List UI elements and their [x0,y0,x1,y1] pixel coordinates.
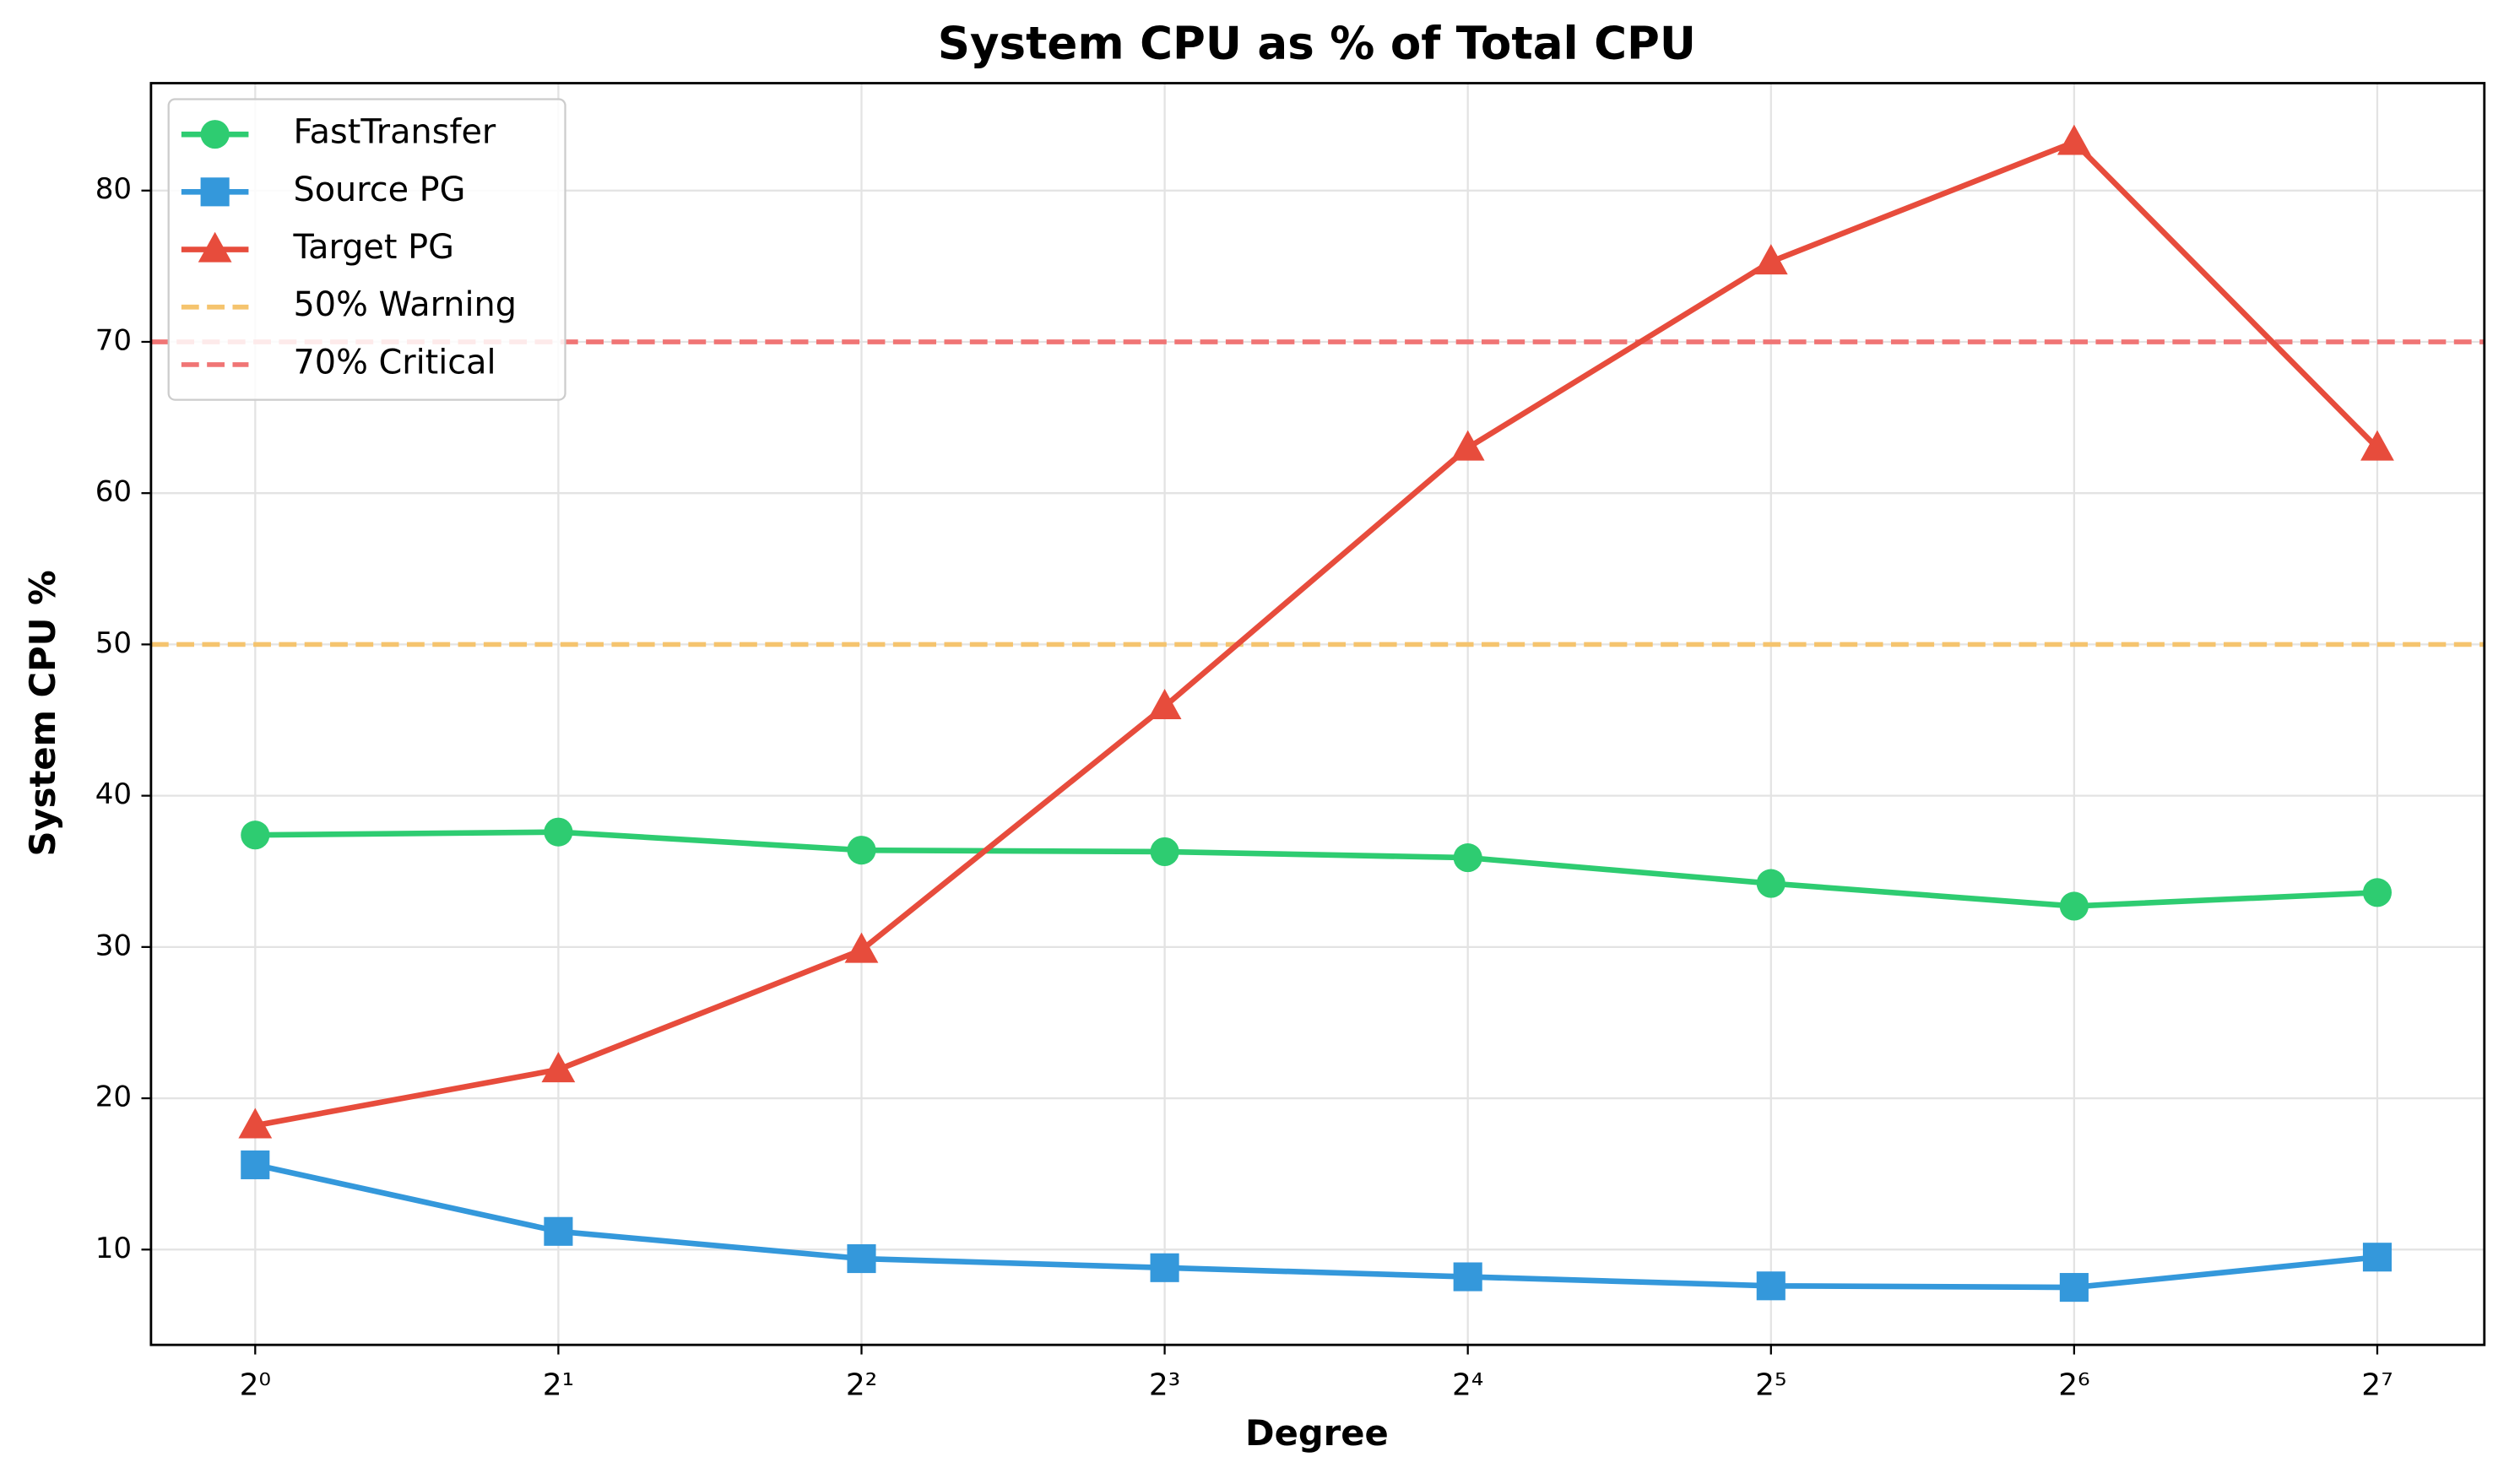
legend-label: 50% Warning [293,285,517,324]
y-tick-label: 80 [95,172,132,206]
marker [1756,1271,1786,1301]
chart-title: System CPU as % of Total CPU [938,18,1696,70]
y-tick-label: 50 [95,626,132,660]
marker [847,836,876,865]
marker [238,1108,273,1139]
x-tick-label: 2³ [1149,1368,1180,1402]
marker [1150,837,1179,866]
marker [544,817,573,847]
x-tick-label: 2² [846,1368,877,1402]
legend-label: Source PG [293,171,465,209]
y-axis-label: System CPU % [22,570,63,856]
legend-label: 70% Critical [293,343,496,382]
marker [2057,124,2091,155]
legend-label: FastTransfer [293,113,496,152]
legend-label: Target PG [292,228,453,267]
marker [1453,1262,1482,1292]
marker [1453,843,1482,873]
plot-frame [149,82,2486,1346]
series-line [254,1162,2378,1291]
marker [2059,891,2089,921]
legend-marker [200,120,230,149]
marker [2362,1243,2392,1272]
marker [544,1216,573,1246]
legend-box [167,98,566,401]
marker [2362,878,2392,907]
y-tick-label: 10 [95,1232,132,1265]
series-line [254,139,2380,1129]
x-tick-label: 2⁶ [2058,1368,2089,1402]
y-tick-label: 40 [95,777,132,811]
x-tick-label: 2⁷ [2361,1368,2392,1402]
x-axis-label: Degree [1245,1412,1389,1454]
x-tick-label: 2⁰ [240,1368,271,1402]
marker [1147,689,1182,720]
marker [1450,430,1485,461]
marker [847,1243,876,1274]
marker [2360,430,2394,461]
y-tick-label: 70 [95,323,132,357]
y-tick-label: 60 [95,475,132,509]
marker [2059,1273,2089,1303]
series-line [255,829,2378,909]
marker [1150,1253,1179,1282]
marker [241,821,270,850]
marker [1756,869,1786,898]
y-tick-label: 20 [95,1081,132,1114]
x-tick-label: 2⁵ [1755,1368,1786,1402]
legend-marker [200,177,230,207]
marker [541,1052,576,1083]
x-tick-label: 2⁴ [1452,1368,1483,1402]
marker [1753,244,1788,275]
x-tick-label: 2¹ [543,1368,574,1402]
y-tick-label: 30 [95,929,132,962]
marker [241,1150,270,1179]
legend-marker [198,231,232,263]
marker [844,932,879,963]
